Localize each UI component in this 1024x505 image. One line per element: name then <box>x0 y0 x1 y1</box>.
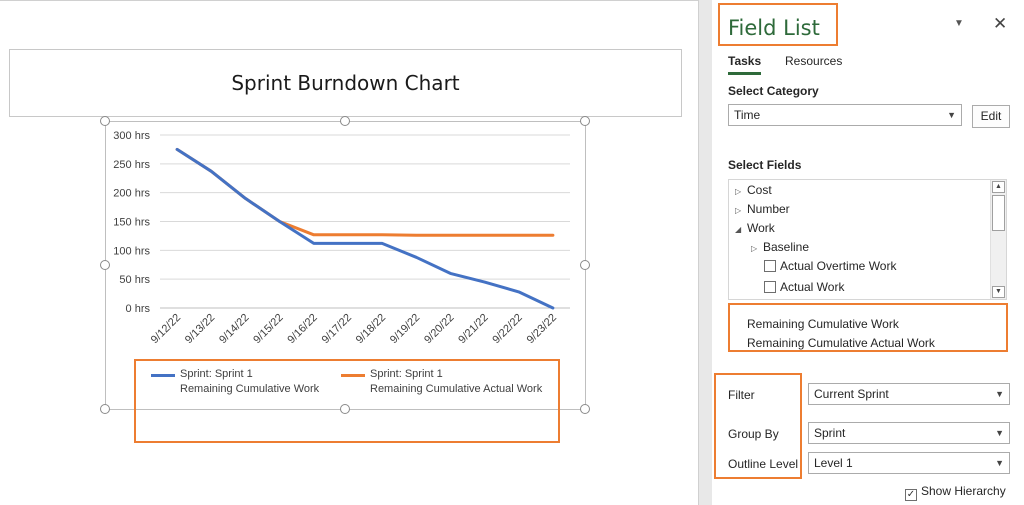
selected-field-remaining-work[interactable]: Remaining Cumulative Work <box>747 317 899 331</box>
y-tick-label: 200 hrs <box>113 188 150 200</box>
chart-title-box[interactable]: Sprint Burndown Chart <box>9 49 682 117</box>
fields-scrollbar[interactable]: ▲ ▼ <box>990 180 1006 299</box>
tree-item-actual-overtime-work[interactable]: Actual Overtime Work <box>764 259 896 273</box>
y-tick-label: 0 hrs <box>126 303 151 315</box>
tree-item-work[interactable]: ◢ Work <box>735 221 775 235</box>
x-tick-label: 9/18/22 <box>354 312 388 346</box>
legend-label-line1: Sprint: Sprint 1 <box>180 368 253 380</box>
y-tick-label: 150 hrs <box>113 217 150 229</box>
edit-button[interactable]: Edit <box>972 105 1010 128</box>
tree-item-cost[interactable]: ▷ Cost <box>735 183 772 197</box>
filter-value: Current Sprint <box>814 387 889 401</box>
group-by-value: Sprint <box>814 426 846 440</box>
collapse-triangle-icon[interactable]: ◢ <box>735 225 742 234</box>
resize-handle-bottom-left[interactable] <box>100 404 110 414</box>
group-by-select[interactable]: Sprint ▼ <box>808 422 1010 444</box>
tree-item-label: Baseline <box>763 240 810 254</box>
x-axis-ticks: 9/12/22 9/13/22 9/14/22 9/15/22 9/16/22 9/17/… <box>149 312 559 346</box>
burndown-chart: 300 hrs 250 hrs 200 hrs 150 hrs 100 hrs 50 hr… <box>113 130 570 346</box>
field-checkbox[interactable] <box>764 281 776 293</box>
tree-item-baseline[interactable]: ▷ Baseline <box>751 240 809 254</box>
tree-item-label: Actual Overtime Work <box>780 259 897 273</box>
show-hierarchy-toggle[interactable]: ✓ Show Hierarchy <box>905 484 1006 501</box>
pane-title: Field List <box>728 16 820 40</box>
outline-level-value: Level 1 <box>814 456 853 470</box>
chart-series <box>175 147 555 310</box>
expand-triangle-icon[interactable]: ▷ <box>735 206 742 215</box>
tree-item-number[interactable]: ▷ Number <box>735 202 790 216</box>
expand-triangle-icon[interactable]: ▷ <box>751 244 758 253</box>
x-tick-label: 9/21/22 <box>456 312 490 346</box>
x-tick-label: 9/22/22 <box>490 312 524 346</box>
x-tick-label: 9/23/22 <box>525 312 559 346</box>
pane-splitter[interactable] <box>698 0 712 505</box>
field-list-pane: Field List ▼ ✕ Tasks Resources Select Ca… <box>712 0 1024 505</box>
canvas-top-rule <box>0 0 698 4</box>
x-tick-label: 9/13/22 <box>183 312 217 346</box>
tree-item-label: Work <box>747 221 775 235</box>
scroll-down-icon[interactable]: ▼ <box>992 286 1005 298</box>
x-tick-label: 9/14/22 <box>217 312 251 346</box>
x-tick-label: 9/12/22 <box>149 312 183 346</box>
selected-field-remaining-actual-work[interactable]: Remaining Cumulative Actual Work <box>747 336 935 350</box>
chevron-down-icon: ▼ <box>995 458 1004 468</box>
filter-label: Filter <box>728 388 755 402</box>
scroll-thumb[interactable] <box>992 195 1005 231</box>
resize-handle-top[interactable] <box>340 116 350 126</box>
x-tick-label: 9/15/22 <box>251 312 285 346</box>
x-tick-label: 9/20/22 <box>422 312 456 346</box>
resize-handle-top-left[interactable] <box>100 116 110 126</box>
chart-title: Sprint Burndown Chart <box>231 71 460 95</box>
select-category-label: Select Category <box>728 84 819 98</box>
x-tick-label: 9/19/22 <box>388 312 422 346</box>
group-by-label: Group By <box>728 427 779 441</box>
chevron-down-icon: ▼ <box>947 110 956 120</box>
checkmark-icon[interactable]: ✓ <box>905 489 917 501</box>
legend-entry-remaining-work: Sprint: Sprint 1 Remaining Cumulative Wo… <box>180 367 319 397</box>
filter-select[interactable]: Current Sprint ▼ <box>808 383 1010 405</box>
y-tick-label: 250 hrs <box>113 159 150 171</box>
y-axis-ticks: 300 hrs 250 hrs 200 hrs 150 hrs 100 hrs 50 hr… <box>113 130 150 315</box>
expand-triangle-icon[interactable]: ▷ <box>735 187 742 196</box>
resize-handle-top-right[interactable] <box>580 116 590 126</box>
series-line-remaining-cumulative-work[interactable] <box>175 147 555 310</box>
show-hierarchy-label: Show Hierarchy <box>921 484 1006 498</box>
report-canvas: Sprint Burndown Chart 300 hrs 250 hrs 200 … <box>0 0 698 443</box>
tab-tasks[interactable]: Tasks <box>728 54 762 75</box>
resize-handle-bottom-right[interactable] <box>580 404 590 414</box>
tree-item-label: Cost <box>747 183 772 197</box>
scroll-up-icon[interactable]: ▲ <box>992 181 1005 193</box>
legend-label-line2: Remaining Cumulative Work <box>180 383 320 395</box>
chart-gridlines <box>160 134 570 309</box>
close-icon[interactable]: ✕ <box>993 14 1008 33</box>
tree-item-label: Actual Work <box>780 280 845 294</box>
legend-label-line1: Sprint: Sprint 1 <box>370 368 443 380</box>
field-checkbox[interactable] <box>764 260 776 272</box>
outline-level-select[interactable]: Level 1 ▼ <box>808 452 1010 474</box>
x-tick-label: 9/17/22 <box>320 312 354 346</box>
tree-item-actual-work[interactable]: Actual Work <box>764 280 844 294</box>
chevron-down-icon: ▼ <box>995 428 1004 438</box>
category-value: Time <box>734 108 761 122</box>
y-tick-label: 300 hrs <box>113 130 150 142</box>
select-fields-label: Select Fields <box>728 158 802 172</box>
category-select[interactable]: Time ▼ <box>728 104 962 126</box>
chevron-down-icon: ▼ <box>995 389 1004 399</box>
fields-tree[interactable]: ▷ Cost ▷ Number ◢ Work ▷ Baseline Actual Ove… <box>728 179 1007 300</box>
legend-swatch-remaining-actual-work <box>341 374 365 377</box>
tree-item-label: Number <box>747 202 790 216</box>
pane-options-icon[interactable]: ▼ <box>954 18 964 29</box>
legend-label-line2: Remaining Cumulative Actual Work <box>370 383 543 395</box>
legend-entry-remaining-actual-work: Sprint: Sprint 1 Remaining Cumulative Ac… <box>370 367 542 397</box>
y-tick-label: 50 hrs <box>119 274 150 286</box>
x-tick-label: 9/16/22 <box>285 312 319 346</box>
tab-resources[interactable]: Resources <box>785 54 843 68</box>
resize-handle-left[interactable] <box>100 260 110 270</box>
outline-level-label: Outline Level <box>728 457 799 471</box>
resize-handle-right[interactable] <box>580 260 590 270</box>
y-tick-label: 100 hrs <box>113 245 150 257</box>
resize-handle-bottom[interactable] <box>340 404 350 414</box>
legend-swatch-remaining-work <box>151 374 175 377</box>
